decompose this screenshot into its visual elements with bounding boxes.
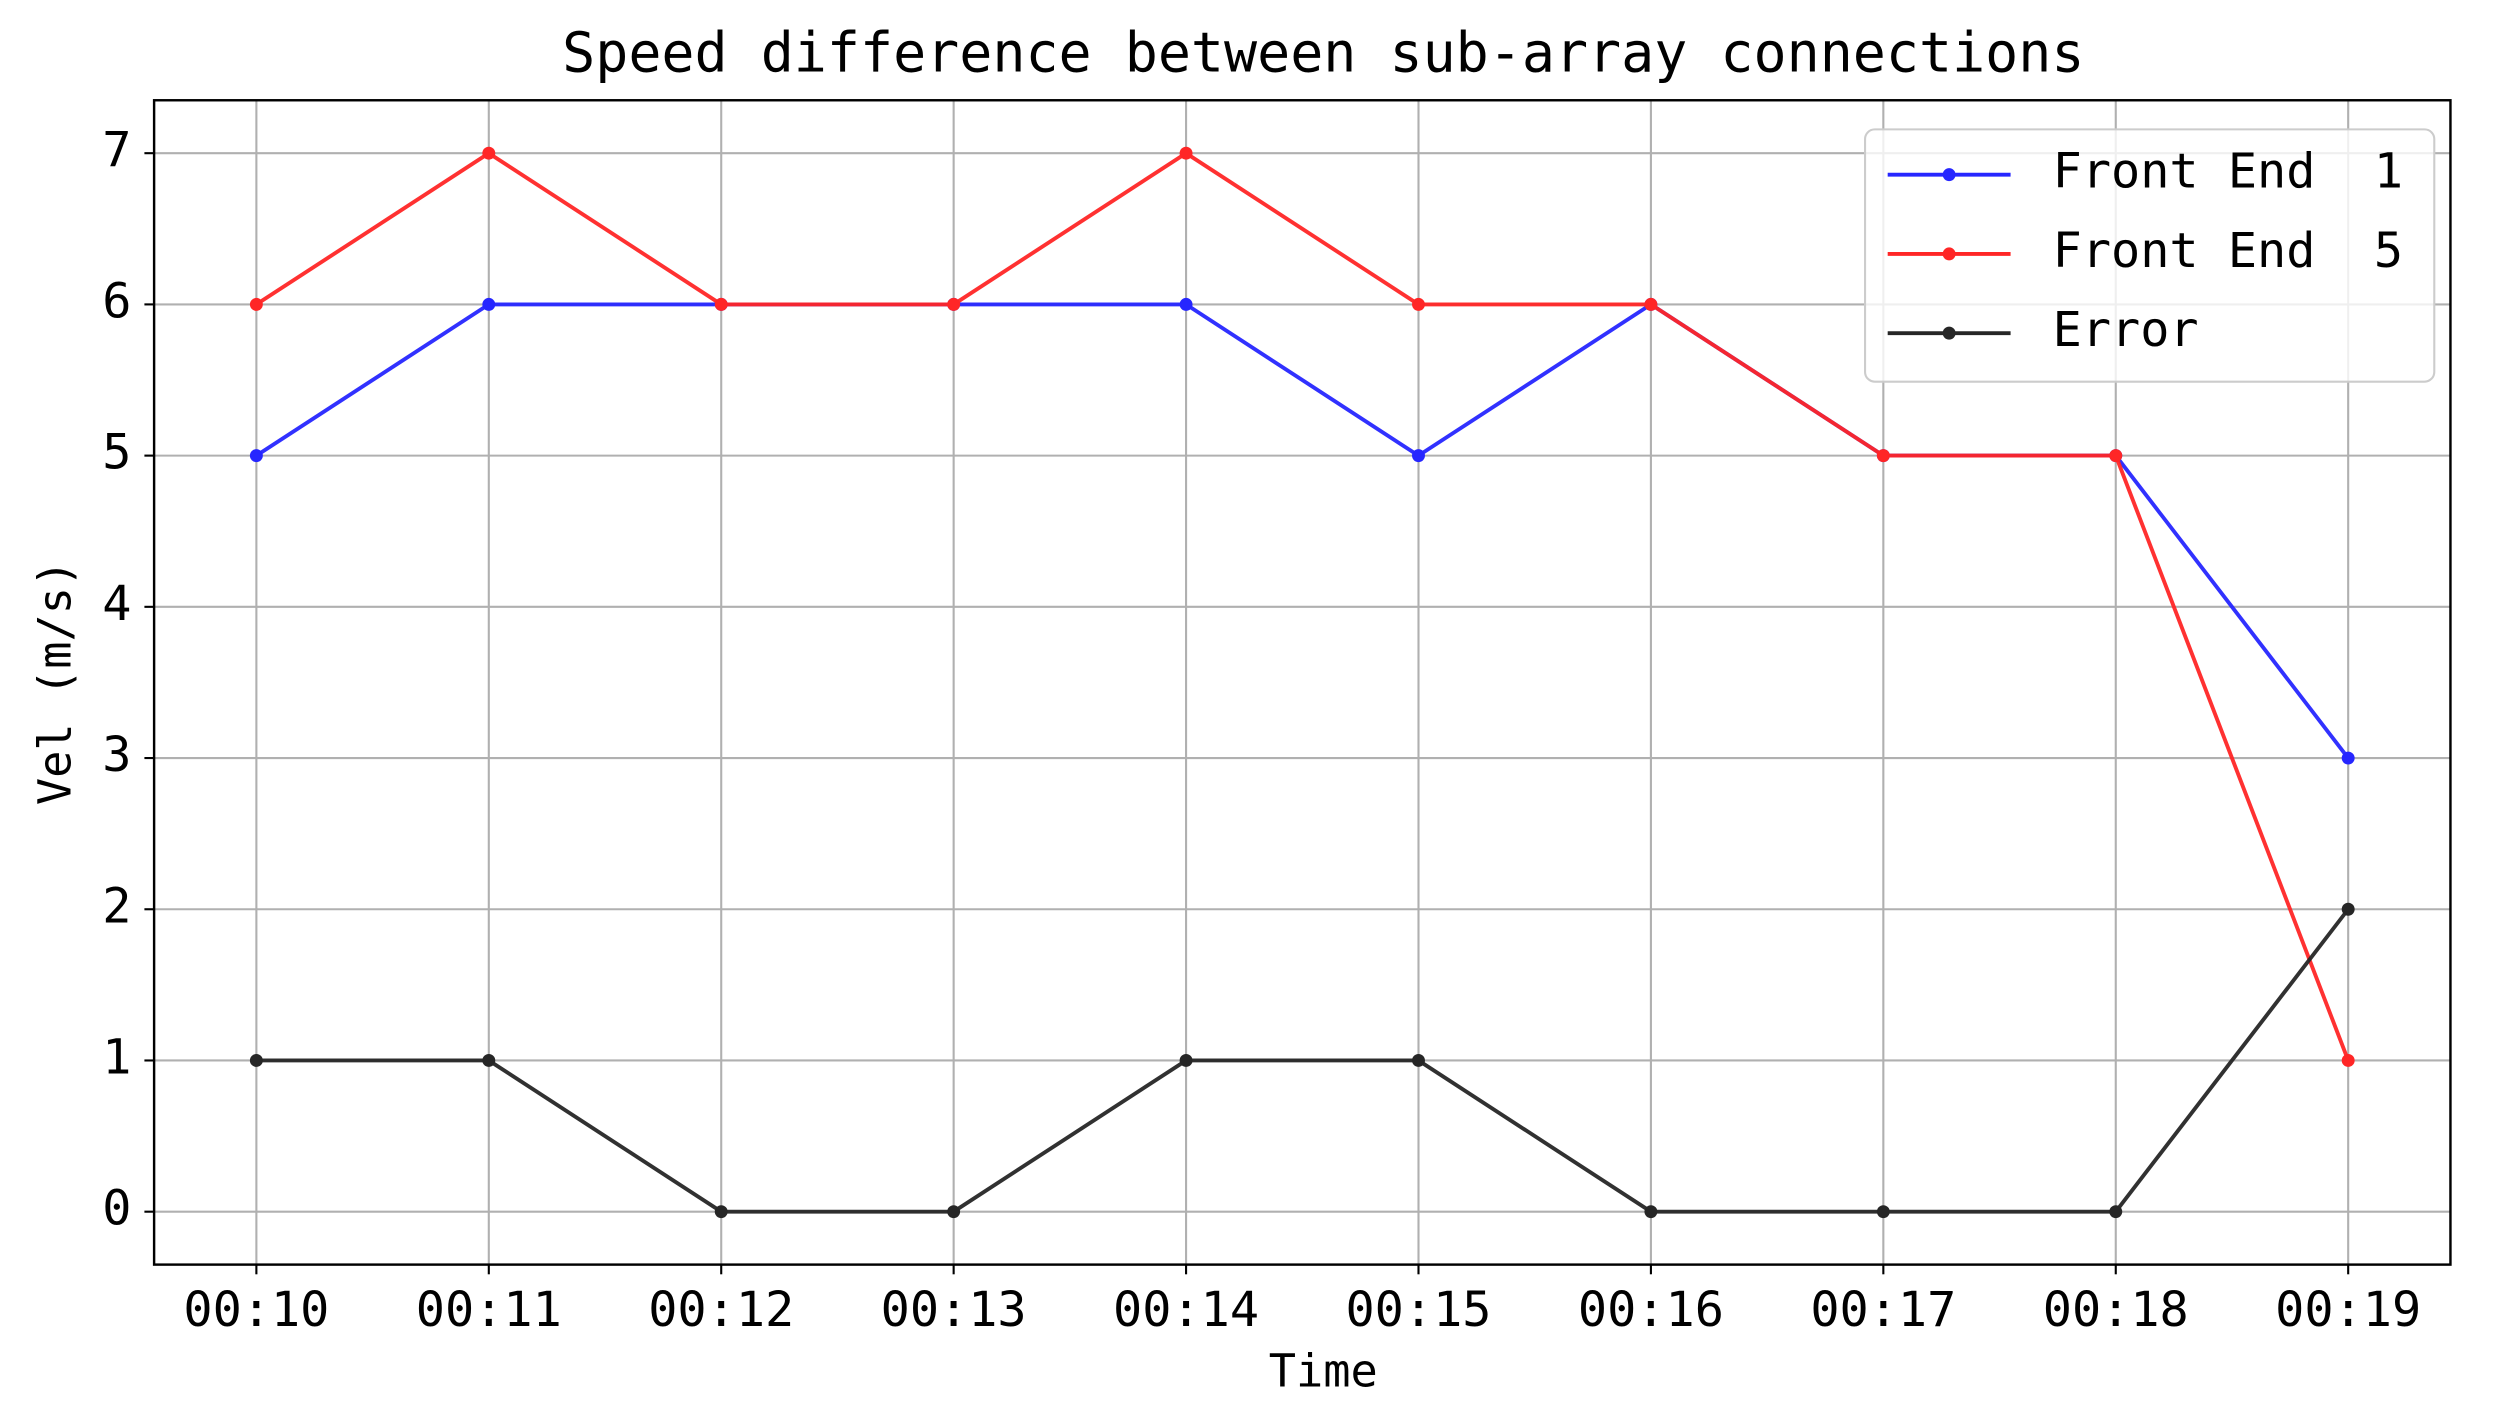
point (249, 297, 263, 311)
legend-box (1863, 128, 2436, 383)
point (1412, 449, 1425, 463)
legend-marker (1942, 168, 1956, 182)
y-tick-label: 4 (102, 576, 131, 632)
point (714, 1205, 728, 1219)
legend-label: Front End 1 (2053, 144, 2403, 200)
point (947, 1205, 961, 1219)
legend-marker (1942, 247, 1956, 261)
series-line (255, 150, 2350, 1062)
point (2341, 1053, 2355, 1067)
y-tick-label: 7 (102, 122, 131, 178)
point (2341, 902, 2355, 916)
y-tick-label: 2 (102, 878, 131, 934)
point (2109, 449, 2123, 463)
point (2341, 751, 2355, 765)
chart-title: Speed difference between sub-array conne… (562, 21, 2084, 85)
point (1876, 1205, 1890, 1219)
point (1412, 297, 1425, 311)
point (2109, 1205, 2123, 1219)
x-tick-label: 00:11 (416, 1282, 562, 1338)
point (482, 1053, 496, 1067)
point (1412, 1053, 1425, 1067)
plot-frame (152, 99, 2452, 1266)
point (482, 146, 496, 160)
point (714, 297, 728, 311)
x-tick-label: 00:15 (1345, 1282, 1491, 1338)
y-tick-label: 0 (102, 1181, 131, 1237)
point (1644, 297, 1658, 311)
y-tick-label: 3 (102, 727, 131, 783)
point (1876, 449, 1890, 463)
x-tick-label: 00:12 (648, 1282, 794, 1338)
point (947, 297, 961, 311)
legend-marker (1942, 326, 1956, 340)
series-line (256, 908, 2350, 1214)
point (1179, 146, 1193, 160)
point (482, 297, 496, 311)
x-tick-label: 00:19 (2275, 1282, 2421, 1338)
point (249, 449, 263, 463)
x-axis-label: Time (1269, 1345, 1378, 1398)
point (1644, 1205, 1658, 1219)
x-tick-label: 00:14 (1113, 1282, 1259, 1338)
point (249, 1053, 263, 1067)
y-tick-label: 1 (102, 1029, 131, 1085)
legend-label: Front End 5 (2053, 223, 2403, 279)
y-tick-label: 5 (102, 425, 131, 481)
x-tick-label: 00:10 (183, 1282, 329, 1338)
legend-label: Error (2053, 302, 2199, 358)
x-tick-label: 00:18 (2043, 1282, 2189, 1338)
y-tick-label: 6 (102, 273, 131, 329)
x-tick-label: 00:17 (1810, 1282, 1956, 1338)
point (1179, 297, 1193, 311)
x-tick-label: 00:13 (881, 1282, 1027, 1338)
point (1179, 1053, 1193, 1067)
y-axis-label: Vel (m/s) (29, 560, 82, 805)
x-tick-label: 00:16 (1578, 1282, 1724, 1338)
